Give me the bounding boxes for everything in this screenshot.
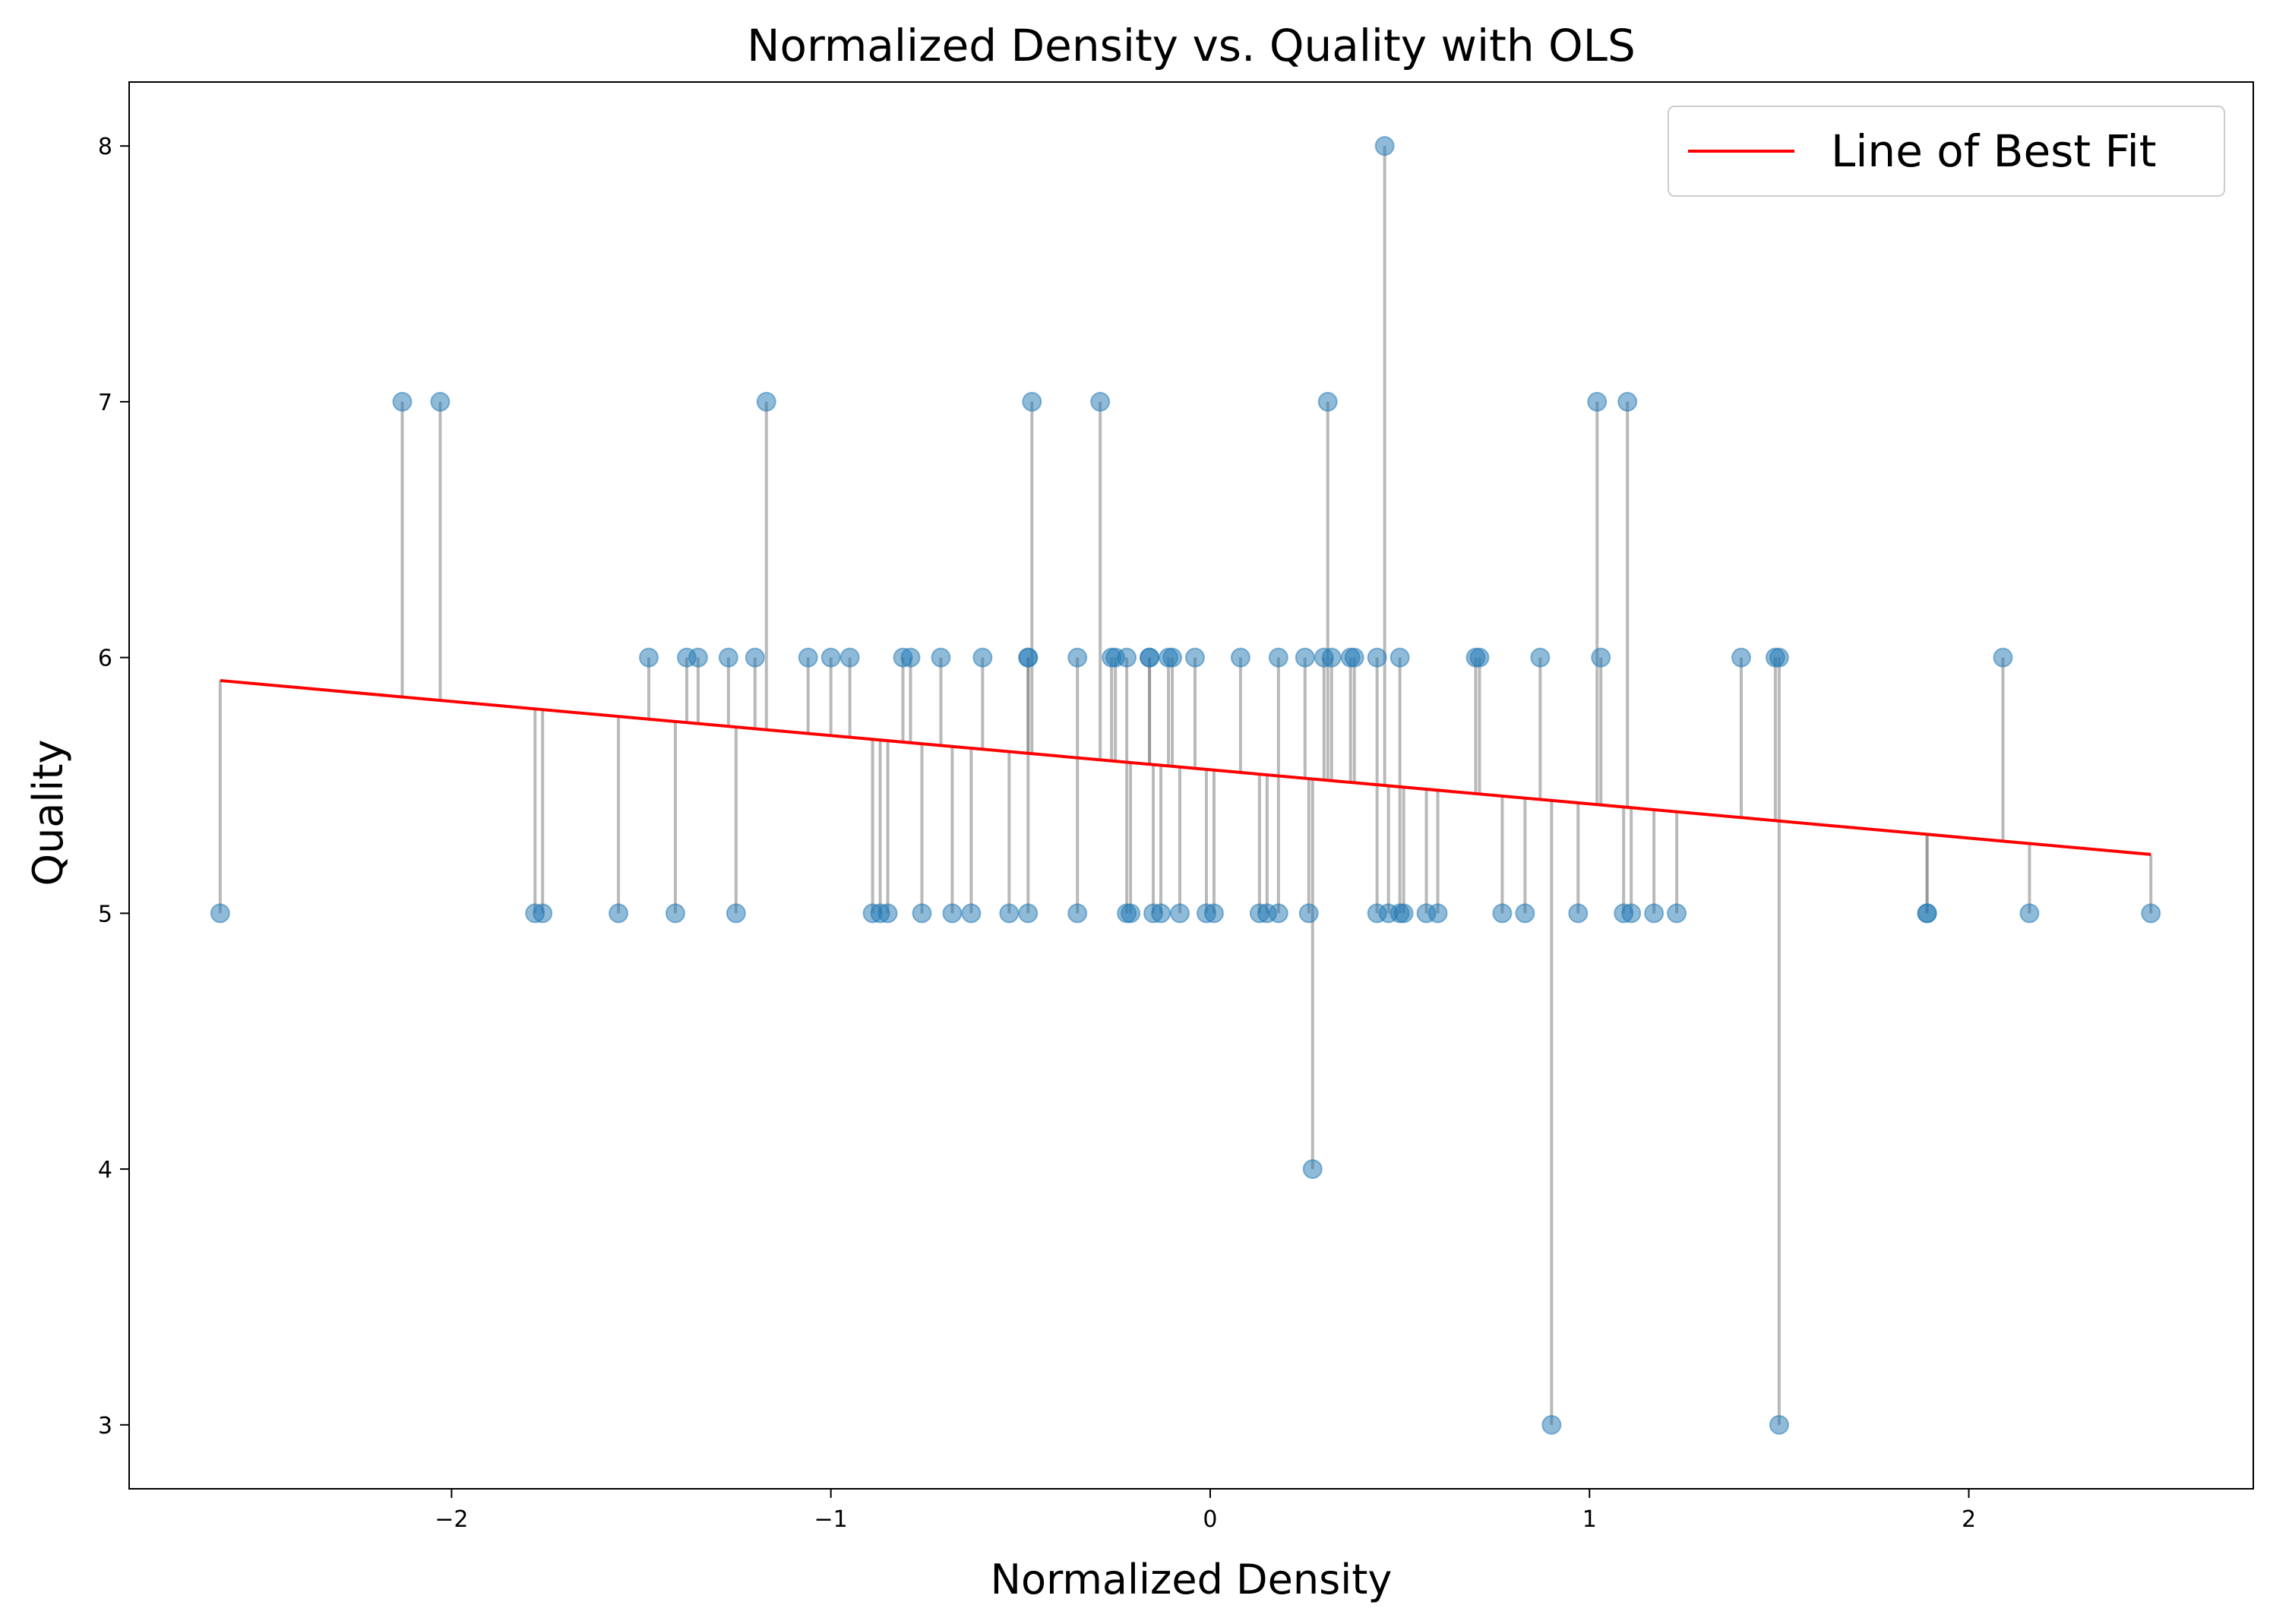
y-tick-label: 5 (98, 901, 112, 927)
data-point (1067, 647, 1088, 668)
y-tick-label: 7 (98, 390, 112, 416)
data-point (1515, 903, 1535, 924)
data-point (1374, 136, 1395, 156)
data-point (1344, 647, 1364, 668)
x-tick-label: 2 (1962, 1506, 1976, 1533)
data-point (820, 647, 841, 668)
legend-box (1668, 106, 2225, 197)
x-tick-label: −1 (814, 1506, 848, 1533)
data-point (942, 903, 963, 924)
y-tick-label: 3 (98, 1413, 112, 1439)
data-point (665, 903, 685, 924)
data-point (972, 647, 993, 668)
data-point (1067, 903, 1088, 924)
data-point (718, 647, 738, 668)
data-point (756, 391, 776, 412)
data-point (639, 647, 659, 668)
data-point (2019, 903, 2040, 924)
data-point (1268, 647, 1288, 668)
data-point (392, 391, 413, 412)
data-point (1917, 903, 1937, 924)
y-tick-label: 8 (98, 134, 112, 160)
data-point (1568, 903, 1589, 924)
legend: Line of Best Fit (1668, 106, 2225, 197)
y-tick-label: 4 (98, 1157, 112, 1183)
data-point (1731, 647, 1751, 668)
data-point (1140, 647, 1160, 668)
data-point (1367, 647, 1387, 668)
data-point (1268, 903, 1288, 924)
data-point (1018, 647, 1039, 668)
data-point (1427, 903, 1448, 924)
x-axis-label: Normalized Density (991, 1556, 1393, 1603)
legend-entry-label: Line of Best Fit (1831, 125, 2157, 177)
data-point (1184, 647, 1205, 668)
x-tick-label: −2 (435, 1506, 468, 1533)
data-point (1162, 647, 1183, 668)
x-axis-ticks: −2 −1 0 1 2 (435, 1489, 1976, 1533)
data-point (1644, 903, 1665, 924)
data-point (1170, 903, 1190, 924)
data-point (1295, 647, 1315, 668)
y-tick-label: 6 (98, 646, 112, 672)
residual-lines (218, 146, 2153, 1425)
data-point (1203, 903, 1224, 924)
x-tick-label: 0 (1203, 1506, 1217, 1533)
data-point (961, 903, 982, 924)
data-point (1230, 647, 1250, 668)
data-point (1587, 391, 1608, 412)
data-point (1769, 1414, 1789, 1435)
data-point (210, 903, 230, 924)
data-point (1317, 391, 1338, 412)
data-point (745, 647, 765, 668)
data-point (1530, 647, 1551, 668)
data-point (1492, 903, 1513, 924)
data-point (1621, 903, 1642, 924)
data-point (1591, 647, 1611, 668)
data-point (1117, 647, 1137, 668)
data-point (1469, 647, 1490, 668)
data-point (1617, 391, 1638, 412)
data-point (1769, 647, 1789, 668)
data-point (839, 647, 860, 668)
x-tick-label: 1 (1582, 1506, 1597, 1533)
fit-line (220, 678, 2151, 856)
data-point (2141, 903, 2161, 924)
data-point (1993, 647, 2013, 668)
data-point (1022, 391, 1042, 412)
data-point (912, 903, 932, 924)
fit-line-group (220, 678, 2151, 856)
data-point (1121, 903, 1141, 924)
data-point (430, 391, 451, 412)
data-point (877, 903, 898, 924)
plot-frame (128, 81, 2254, 1490)
data-point (999, 903, 1020, 924)
data-point (1321, 647, 1342, 668)
data-point (1018, 903, 1039, 924)
data-point (533, 903, 553, 924)
data-point (1541, 1414, 1562, 1435)
data-point (900, 647, 921, 668)
data-point (1390, 647, 1410, 668)
chart-title: Normalized Density vs. Quality with OLS (747, 20, 1636, 71)
data-point (1302, 1159, 1323, 1180)
data-point (1151, 903, 1171, 924)
data-point (1298, 903, 1319, 924)
data-point (1667, 903, 1687, 924)
data-point (1393, 903, 1414, 924)
data-point (688, 647, 708, 668)
y-axis-label: Quality (24, 740, 72, 886)
data-points (210, 136, 2161, 1435)
data-point (931, 647, 951, 668)
data-point (726, 903, 746, 924)
data-point (609, 903, 629, 924)
data-point (1090, 391, 1111, 412)
y-axis-ticks: 3 4 5 6 7 8 (98, 134, 129, 1439)
data-point (798, 647, 818, 668)
